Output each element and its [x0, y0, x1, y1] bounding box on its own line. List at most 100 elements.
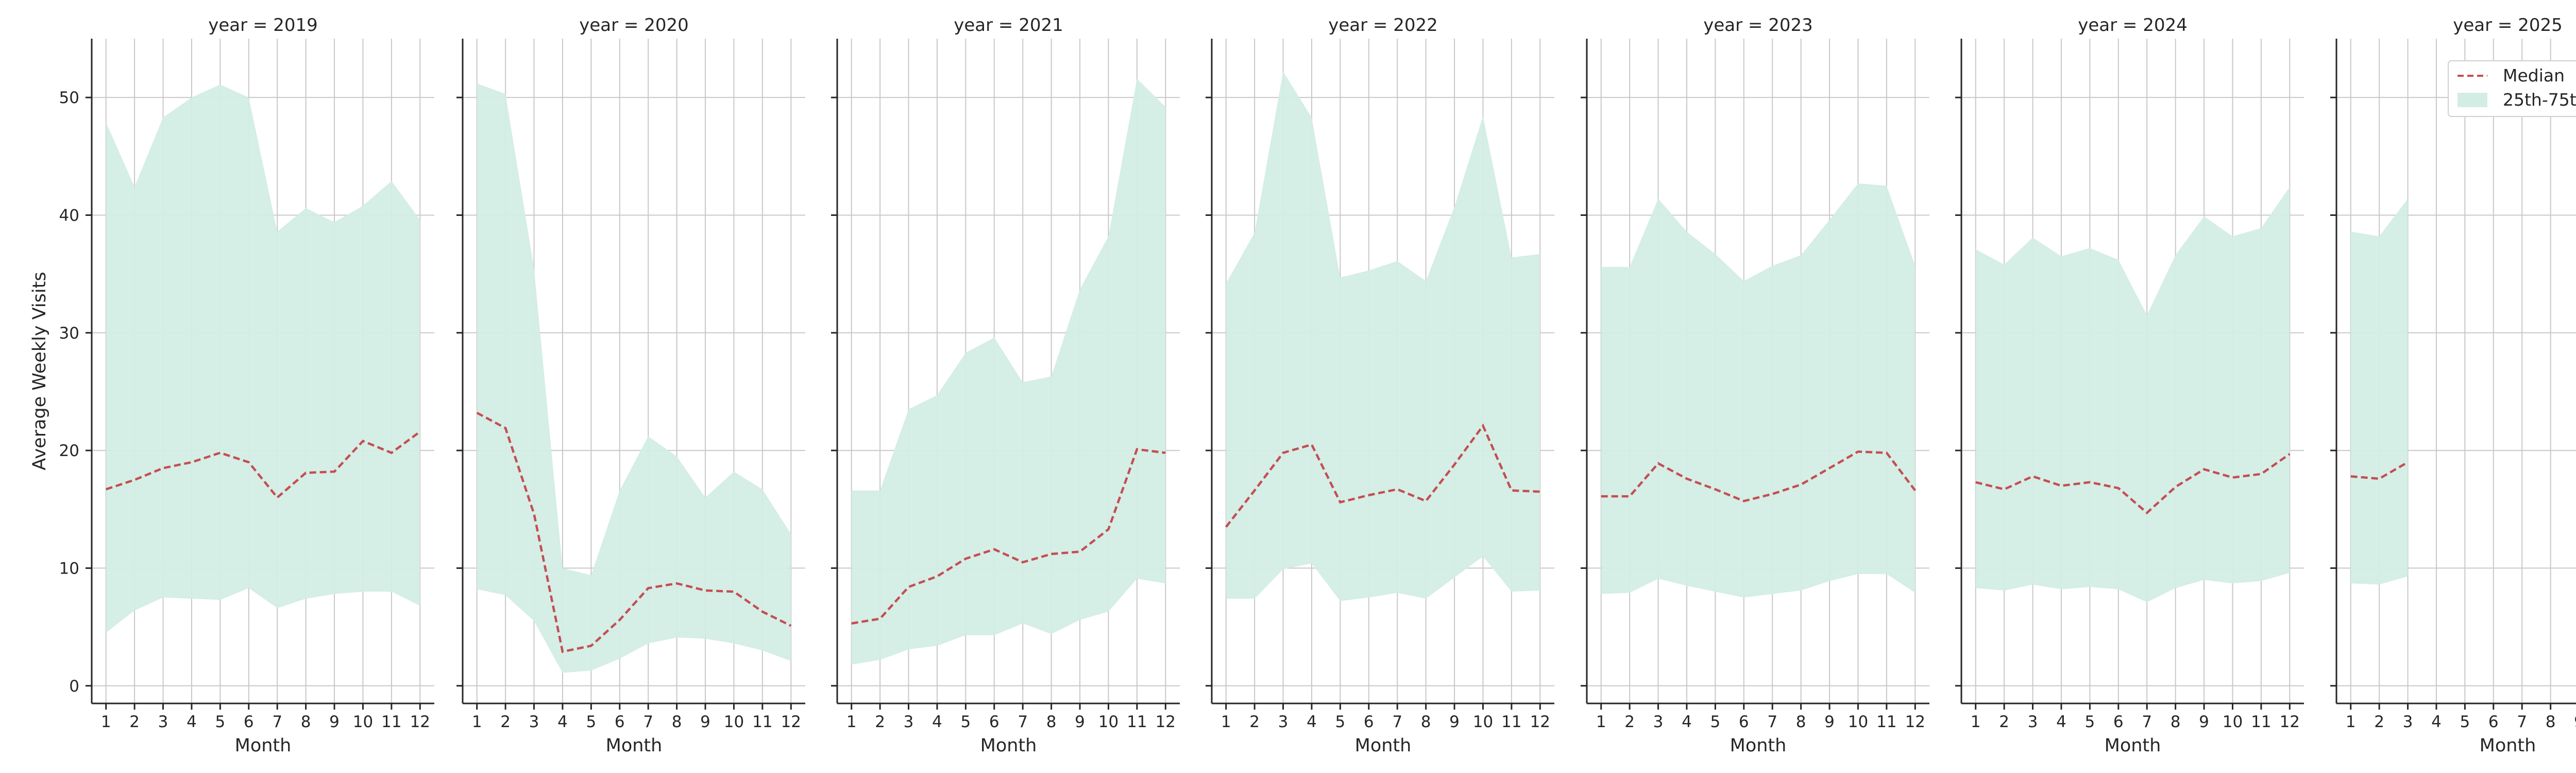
legend-band-label: 25th-75th Percentile	[2503, 90, 2576, 110]
x-tick-label: 6	[2113, 713, 2124, 731]
x-tick-label: 12	[781, 713, 801, 731]
facet-title: year = 2022	[1328, 15, 1437, 36]
x-tick-label: 1	[101, 713, 111, 731]
facet-title: year = 2023	[1703, 15, 1812, 36]
x-tick-label: 2	[1999, 713, 2009, 731]
x-tick-label: 11	[752, 713, 772, 731]
x-tick-label: 7	[1767, 713, 1777, 731]
x-tick-label: 8	[301, 713, 311, 731]
x-tick-label: 12	[1905, 713, 1925, 731]
x-axis-label: Month	[606, 735, 663, 756]
x-tick-label: 3	[1653, 713, 1664, 731]
x-axis-label: Month	[1730, 735, 1787, 756]
x-tick-label: 10	[1098, 713, 1118, 731]
x-tick-label: 6	[615, 713, 625, 731]
x-tick-label: 12	[2280, 713, 2300, 731]
x-tick-label: 8	[1796, 713, 1806, 731]
x-tick-label: 2	[1624, 713, 1635, 731]
x-tick-label: 5	[586, 713, 597, 731]
y-tick-label: 10	[59, 559, 79, 578]
y-axis-label: Average Weekly Visits	[29, 272, 50, 470]
x-tick-label: 8	[2546, 713, 2556, 731]
percentile-band	[1601, 183, 1916, 598]
x-tick-label: 9	[700, 713, 710, 731]
legend-band-swatch	[2458, 93, 2487, 107]
x-tick-label: 7	[643, 713, 653, 731]
x-tick-label: 10	[2223, 713, 2243, 731]
percentile-band	[851, 78, 1166, 665]
x-tick-label: 12	[410, 713, 430, 731]
x-tick-label: 1	[1221, 713, 1231, 731]
y-tick-label: 30	[59, 324, 79, 343]
facet-title: year = 2021	[954, 15, 1063, 36]
x-tick-label: 5	[2085, 713, 2095, 731]
y-tick-label: 20	[59, 442, 79, 460]
x-tick-label: 9	[1449, 713, 1460, 731]
x-tick-label: 12	[1530, 713, 1550, 731]
x-tick-label: 1	[472, 713, 482, 731]
x-tick-label: 11	[1127, 713, 1147, 731]
x-tick-label: 1	[1971, 713, 1981, 731]
x-tick-label: 5	[1710, 713, 1721, 731]
x-axis-label: Month	[1355, 735, 1412, 756]
x-tick-label: 4	[1682, 713, 1692, 731]
legend: Median 25th-75th Percentile	[2448, 60, 2576, 117]
x-tick-label: 5	[961, 713, 971, 731]
x-tick-label: 8	[2171, 713, 2181, 731]
x-tick-label: 7	[1018, 713, 1028, 731]
x-tick-label: 10	[724, 713, 744, 731]
median-line	[106, 430, 421, 499]
x-tick-label: 10	[353, 713, 373, 731]
x-tick-label: 3	[2028, 713, 2038, 731]
x-tick-label: 6	[1739, 713, 1749, 731]
x-tick-label: 3	[529, 713, 539, 731]
x-tick-label: 2	[875, 713, 885, 731]
x-axis-label: Month	[980, 735, 1037, 756]
y-tick-label: 0	[69, 677, 79, 696]
x-tick-label: 1	[2346, 713, 2356, 731]
x-tick-label: 3	[904, 713, 914, 731]
x-tick-label: 1	[846, 713, 857, 731]
median-line	[476, 412, 792, 653]
x-tick-label: 6	[1364, 713, 1374, 731]
x-tick-label: 9	[329, 713, 340, 731]
facet-title: year = 2019	[208, 15, 317, 36]
x-tick-label: 9	[1075, 713, 1085, 731]
facet-title: year = 2020	[579, 15, 688, 36]
x-tick-label: 4	[557, 713, 568, 731]
x-tick-label: 7	[272, 713, 282, 731]
x-tick-label: 1	[1596, 713, 1606, 731]
x-tick-label: 2	[500, 713, 511, 731]
x-tick-label: 10	[1848, 713, 1868, 731]
median-line	[851, 448, 1166, 625]
x-axis-label: Month	[235, 735, 292, 756]
percentile-band	[1226, 71, 1540, 601]
x-tick-label: 4	[932, 713, 942, 731]
x-tick-label: 9	[1824, 713, 1835, 731]
x-tick-label: 5	[215, 713, 226, 731]
x-tick-label: 7	[2517, 713, 2527, 731]
y-tick-label: 50	[59, 89, 79, 107]
x-tick-label: 2	[129, 713, 140, 731]
x-tick-label: 6	[2488, 713, 2499, 731]
x-tick-label: 3	[2403, 713, 2413, 731]
x-tick-label: 8	[1421, 713, 1431, 731]
x-tick-label: 11	[1876, 713, 1896, 731]
x-tick-label: 5	[1335, 713, 1346, 731]
x-tick-label: 9	[2574, 713, 2576, 731]
percentile-band	[477, 83, 791, 673]
x-tick-label: 8	[1046, 713, 1057, 731]
x-tick-label: 6	[244, 713, 254, 731]
median-line	[1601, 450, 1917, 502]
percentile-band	[106, 85, 420, 633]
x-tick-label: 8	[672, 713, 682, 731]
x-tick-label: 3	[158, 713, 168, 731]
median-line	[1975, 453, 2291, 515]
